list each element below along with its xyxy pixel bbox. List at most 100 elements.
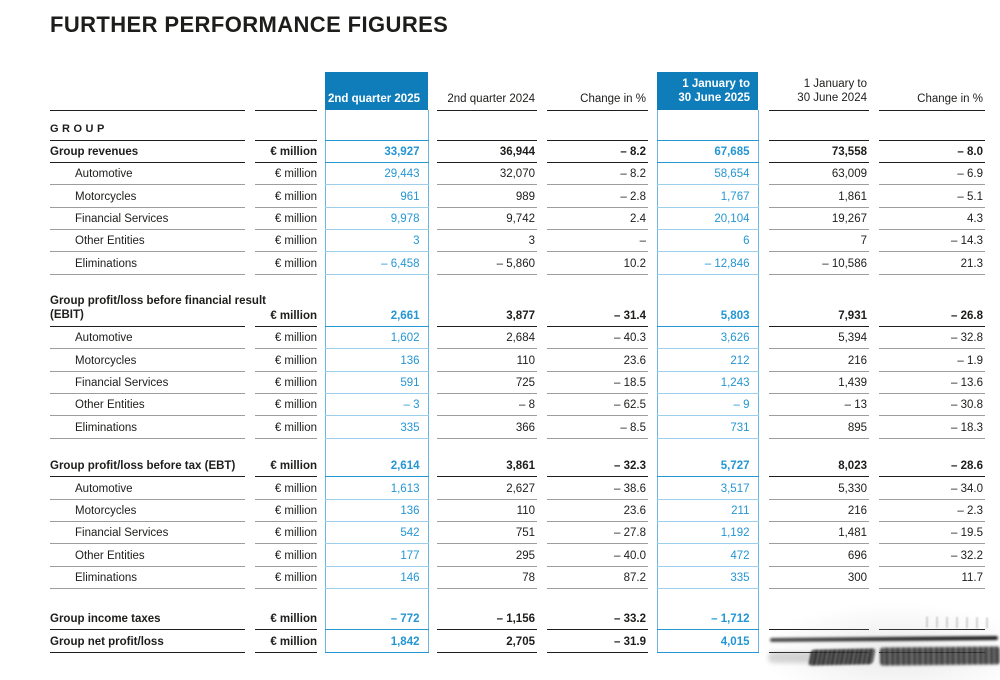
column-gap xyxy=(758,454,769,476)
column-gap xyxy=(245,371,255,393)
column-gap xyxy=(869,326,879,348)
value-cell: – 14.3 xyxy=(879,229,985,253)
column-gap xyxy=(317,438,325,454)
value-cell: 136 xyxy=(324,499,429,522)
smudge-smear xyxy=(768,652,820,663)
col-header-label: Change in % xyxy=(917,92,983,105)
value-cell: 3,861 xyxy=(437,454,537,478)
column-gap xyxy=(245,140,255,162)
column-gap xyxy=(869,274,879,288)
column-gap xyxy=(648,499,657,521)
column-gap xyxy=(537,349,547,371)
value-cell: 211 xyxy=(656,499,759,522)
value-cell: 23.6 xyxy=(547,499,648,522)
value-cell xyxy=(879,605,985,630)
value-cell: 961 xyxy=(324,184,429,208)
value-cell: – 12,846 xyxy=(656,251,759,275)
column-gap xyxy=(648,230,657,252)
column-gap xyxy=(869,629,879,653)
column-gap xyxy=(648,416,657,438)
column-gap xyxy=(648,185,657,207)
table-row: Financial Services € million 591 725 – 18.5 1… xyxy=(50,371,985,395)
value-cell xyxy=(324,110,429,141)
column-gap xyxy=(317,252,325,274)
unit-cell: € million xyxy=(255,326,317,350)
unit-cell: € million xyxy=(255,393,317,417)
value-cell: 6 xyxy=(656,229,759,253)
column-gap xyxy=(428,499,437,521)
row-label: Automotive xyxy=(50,476,245,500)
column-gap xyxy=(245,566,255,588)
row-label: Financial Services xyxy=(50,521,245,545)
column-gap xyxy=(869,544,879,566)
column-gap xyxy=(648,252,657,274)
value-cell: – 5.1 xyxy=(879,184,985,208)
unit-cell: € million xyxy=(255,543,317,567)
value-cell: 1,602 xyxy=(324,326,429,350)
col-header-label: 1 January to xyxy=(803,77,867,90)
unit-cell xyxy=(255,110,317,141)
value-cell: 725 xyxy=(437,371,537,395)
column-gap xyxy=(317,371,325,393)
column-gap xyxy=(648,162,657,184)
value-cell xyxy=(547,274,648,288)
value-cell: 2,661 xyxy=(324,288,429,327)
column-gap xyxy=(648,454,657,476)
column-gap xyxy=(648,629,657,653)
value-cell xyxy=(437,274,537,288)
value-cell: 366 xyxy=(437,415,537,439)
value-cell: 87.2 xyxy=(547,566,648,590)
column-gap xyxy=(758,589,769,606)
value-cell: – 2.8 xyxy=(547,184,648,208)
column-gap xyxy=(869,371,879,393)
unit-cell: € million xyxy=(255,499,317,522)
col-header-label: 30 June 2025 xyxy=(678,92,750,104)
unit-cell: € million xyxy=(255,184,317,208)
column-gap xyxy=(648,326,657,348)
value-cell: 67,685 xyxy=(656,140,759,163)
column-gap xyxy=(758,185,769,207)
unit-cell: € million xyxy=(255,629,317,654)
column-gap xyxy=(428,162,437,184)
table-row: Automotive € million 1,602 2,684 – 40.3 3,626… xyxy=(50,326,985,350)
column-gap xyxy=(537,162,547,184)
column-gap xyxy=(245,477,255,499)
value-cell: 1,767 xyxy=(656,184,759,208)
column-gap xyxy=(428,349,437,371)
value-cell: 5,394 xyxy=(769,326,869,350)
value-cell: – 3 xyxy=(324,393,429,417)
row-label: Motorcycles xyxy=(50,348,245,372)
column-gap xyxy=(869,566,879,588)
column-gap xyxy=(317,544,325,566)
value-cell: – 1,156 xyxy=(437,605,537,630)
value-cell: 335 xyxy=(656,566,759,590)
table-row: Other Entities € million 3 3–6 7– 14.3 xyxy=(50,229,985,253)
column-gap xyxy=(758,72,769,110)
value-cell xyxy=(769,274,869,288)
column-gap xyxy=(648,72,657,110)
value-cell: 696 xyxy=(769,543,869,567)
table-row: Motorcycles € million 961 989 – 2.8 1,767 1,86… xyxy=(50,184,985,208)
column-gap xyxy=(245,416,255,438)
col-header-h1-2024: 1 January to 30 June 2024 xyxy=(769,72,869,111)
value-cell xyxy=(879,274,985,288)
value-cell: 1,243 xyxy=(656,371,759,395)
value-cell: – 1,712 xyxy=(656,605,759,630)
column-gap xyxy=(245,589,255,606)
column-gap xyxy=(428,454,437,476)
value-cell xyxy=(769,110,869,141)
col-header-q2-2025: 2nd quarter 2025 xyxy=(325,72,428,110)
column-gap xyxy=(428,394,437,416)
column-gap xyxy=(428,326,437,348)
column-gap xyxy=(245,252,255,274)
column-gap xyxy=(428,606,437,630)
column-gap xyxy=(245,394,255,416)
column-gap xyxy=(648,566,657,588)
column-gap xyxy=(758,394,769,416)
column-gap xyxy=(245,438,255,454)
value-cell: 472 xyxy=(656,543,759,567)
column-gap xyxy=(758,230,769,252)
row-label: Group revenues xyxy=(50,140,245,163)
value-cell: 11.7 xyxy=(879,566,985,590)
column-gap xyxy=(648,589,657,606)
